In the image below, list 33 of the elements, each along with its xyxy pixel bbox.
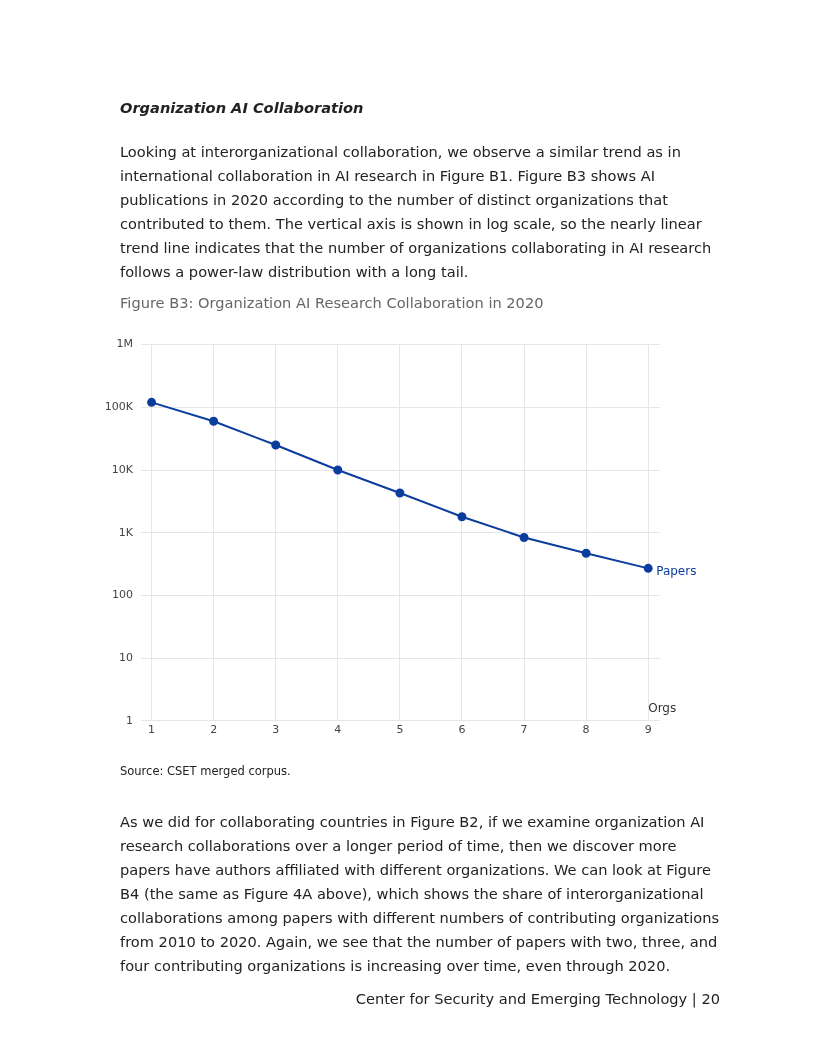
- text: Organization AI Collaboration: [120, 98, 365, 118]
- x-tick-label: 4: [334, 723, 342, 737]
- series-label: Papers: [656, 564, 697, 579]
- x-tick-label: 3: [272, 723, 280, 737]
- y-tick-label: 10K: [111, 462, 134, 476]
- text: As we did for collaborating countries in Figure B2, if we examine organization AI research collaborations over a longer period of time, then we discover more papers have authors affiliated with different organizations. We can look at Figure B4 (the same as Figure 4A above), which shows the share of interorganizational collaborations among papers with different numbers of contributing organizations from 2010 to 2020. Again, we see that the number of papers with two, three, and four contributing organizations is increasing over time, even through 2020.: [120, 812, 720, 976]
- x-tick-label: 8: [582, 723, 590, 737]
- x-axis-title: Orgs: [648, 700, 677, 715]
- y-tick-label: 1: [126, 713, 133, 727]
- text: Center for Security and Emerging Technology | 20: [355, 990, 720, 1007]
- chart-title: Figure B3: Organization AI Research Collaboration in 2020: [120, 294, 544, 311]
- point: [333, 465, 343, 475]
- point: [147, 397, 157, 407]
- x-tick-label: 6: [458, 723, 466, 737]
- point: [271, 440, 281, 450]
- source-note: Source: CSET merged corpus.: [120, 764, 291, 778]
- y-tick-label: 10: [119, 650, 133, 664]
- point: [581, 548, 591, 558]
- x-tick-label: 9: [644, 723, 652, 737]
- text: Looking at interorganizational collaboration, we observe a similar trend as in international collaboration in AI research in Figure B1. Figure B3 shows AI publications in 2020 according to the number of distinct organizations that contributed to them. The vertical axis is shown in log scale, so the nearly linear trend line indicates that the number of organizations collaborating in AI research follows a power-law distribution with a long tail.: [120, 142, 713, 282]
- x-tick-label: 2: [210, 723, 218, 737]
- x-tick-label: 5: [396, 723, 404, 737]
- point: [519, 532, 529, 542]
- y-tick-label: 100K: [104, 400, 134, 414]
- x-tick-label: 7: [520, 723, 528, 737]
- y-tick-label: 100: [112, 588, 133, 602]
- point: [457, 512, 467, 522]
- point: [643, 563, 653, 573]
- y-tick-label: 1M: [116, 337, 133, 351]
- point: [209, 416, 219, 426]
- point: [395, 488, 405, 498]
- y-tick-label: 1K: [118, 525, 134, 539]
- x-tick-label: 1: [148, 723, 156, 737]
